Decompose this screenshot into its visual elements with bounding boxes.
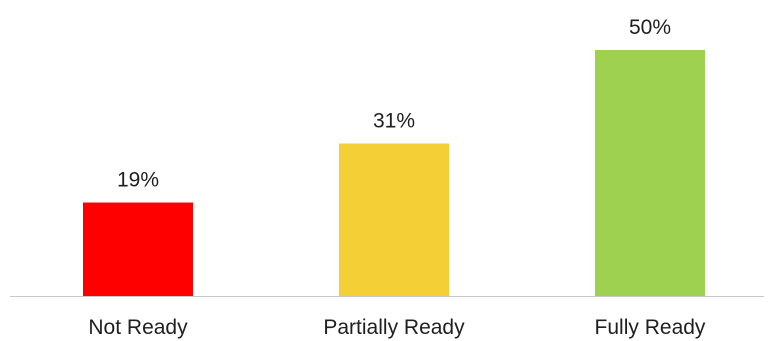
bar-fully-ready bbox=[595, 50, 705, 296]
data-label-partially-ready: 31% bbox=[373, 109, 415, 132]
data-label-not-ready: 19% bbox=[117, 169, 159, 192]
category-labels-group: Not Ready Partially Ready Fully Ready bbox=[88, 316, 706, 339]
category-label-fully-ready: Fully Ready bbox=[595, 316, 706, 339]
bars-group bbox=[83, 50, 705, 296]
bar-not-ready bbox=[83, 202, 193, 296]
category-label-partially-ready: Partially Ready bbox=[323, 316, 465, 339]
category-label-not-ready: Not Ready bbox=[88, 316, 188, 339]
bar-partially-ready bbox=[339, 143, 449, 296]
data-label-fully-ready: 50% bbox=[629, 16, 671, 39]
value-labels-group: 19% 31% 50% bbox=[117, 16, 671, 192]
